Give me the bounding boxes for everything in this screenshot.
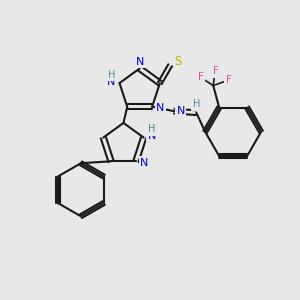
Text: N: N (140, 158, 148, 168)
Text: F: F (226, 75, 232, 85)
Text: N: N (148, 131, 156, 141)
Text: N: N (176, 106, 185, 116)
Text: F: F (198, 72, 204, 82)
Text: N: N (156, 103, 165, 113)
Text: H: H (148, 124, 156, 134)
Text: S: S (175, 55, 182, 68)
Text: H: H (193, 99, 200, 110)
Text: F: F (213, 66, 218, 76)
Text: N: N (136, 57, 144, 67)
Text: H: H (108, 70, 115, 80)
Text: N: N (107, 76, 116, 87)
